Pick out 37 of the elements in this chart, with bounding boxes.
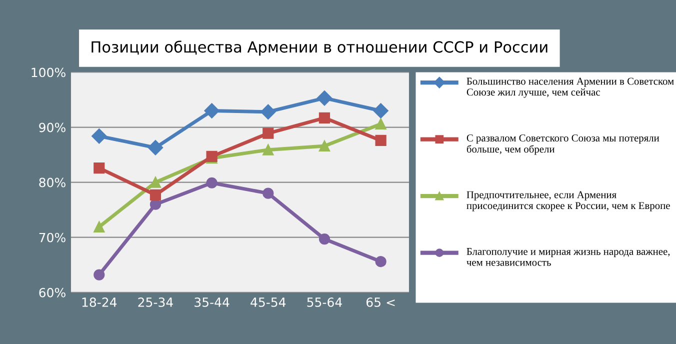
point bbox=[262, 188, 274, 199]
chart-title: Позиции общества Армении в отношении СССР и России bbox=[92, 40, 548, 56]
point bbox=[318, 112, 330, 124]
legend-label: Предпочтительнее, если Армения присоединится скорее к России, чем к Европе bbox=[466, 191, 670, 212]
point bbox=[94, 221, 105, 232]
point bbox=[206, 177, 218, 188]
x-tick-label: 35-44 bbox=[194, 297, 230, 307]
point bbox=[262, 144, 274, 156]
y-tick-label: 90% bbox=[39, 122, 66, 132]
point bbox=[316, 90, 332, 106]
legend-label: С развалом Советского Союза мы потеряли больше, чем обрели bbox=[466, 134, 660, 155]
y-tick-label: 80% bbox=[39, 178, 66, 188]
x-tick-label: 18-24 bbox=[82, 297, 117, 307]
x-tick-label: 25-34 bbox=[138, 297, 173, 307]
point bbox=[260, 104, 276, 120]
y-tick-label: 60% bbox=[39, 288, 66, 298]
point bbox=[150, 189, 162, 201]
point bbox=[204, 103, 220, 118]
y-tick-label: 100% bbox=[32, 68, 66, 78]
x-tick-label: 65 < bbox=[366, 297, 395, 307]
point bbox=[375, 134, 386, 146]
x-tick-label: 55-64 bbox=[307, 297, 342, 307]
legend-label: Благополучие и мирная жизнь народа важнее, чем независимость bbox=[466, 248, 670, 266]
point bbox=[262, 128, 274, 139]
legend-label: Большинство населения Армении в Советском Союзе жил лучше, чем сейчас bbox=[466, 78, 674, 98]
point bbox=[318, 233, 330, 245]
point bbox=[92, 128, 107, 144]
x-tick-label: 45-54 bbox=[250, 298, 286, 307]
point bbox=[375, 256, 386, 268]
point bbox=[94, 269, 105, 280]
point bbox=[373, 103, 388, 118]
point bbox=[94, 162, 105, 174]
point bbox=[375, 118, 386, 130]
point bbox=[150, 176, 162, 188]
y-tick-label: 70% bbox=[39, 232, 66, 242]
point bbox=[148, 140, 164, 156]
point bbox=[318, 140, 330, 152]
